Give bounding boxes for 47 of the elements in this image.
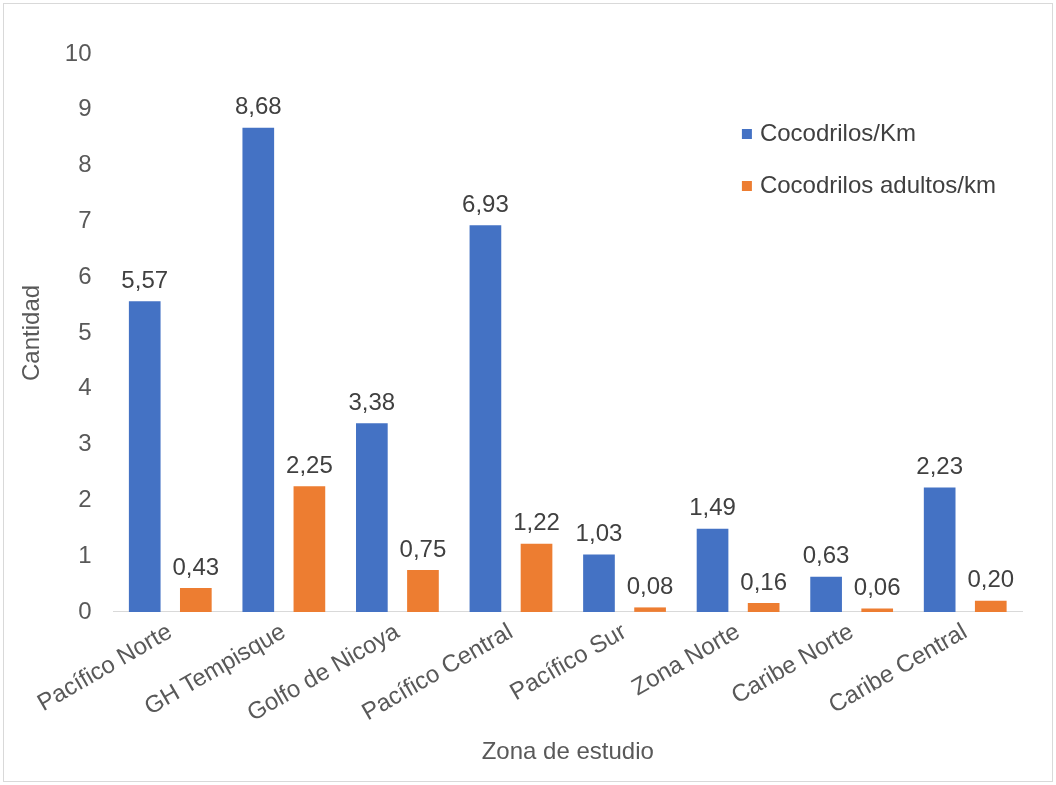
y-tick-label: 0 xyxy=(78,596,92,624)
y-tick-label: 3 xyxy=(78,429,92,457)
data-label: 1,22 xyxy=(513,508,560,536)
data-label: 2,25 xyxy=(286,450,333,478)
bar xyxy=(242,127,275,612)
bar xyxy=(128,301,161,612)
y-tick-label: 7 xyxy=(78,205,92,233)
data-label: 0,08 xyxy=(626,572,674,600)
data-label: 0,63 xyxy=(802,541,850,569)
data-label: 8,68 xyxy=(234,92,282,120)
bar xyxy=(923,487,956,612)
bar xyxy=(520,543,553,612)
y-tick-label: 8 xyxy=(78,150,92,178)
bar xyxy=(747,602,780,612)
data-label: 5,57 xyxy=(121,265,169,293)
y-tick-label: 9 xyxy=(78,94,92,122)
y-tick-label: 1 xyxy=(78,540,92,568)
data-label: 2,23 xyxy=(916,452,964,480)
bar xyxy=(179,587,212,612)
x-axis-title: Zona de estudio xyxy=(481,737,654,765)
data-label: 1,49 xyxy=(689,493,736,521)
y-tick-label: 10 xyxy=(64,38,92,66)
bar xyxy=(696,528,729,612)
bar xyxy=(974,600,1007,612)
data-label: 0,20 xyxy=(967,565,1015,593)
legend-label: Cocodrilos adultos/km xyxy=(759,170,997,198)
y-tick-label: 2 xyxy=(78,484,92,512)
data-label: 0,43 xyxy=(172,552,220,580)
y-axis-title: Cantidad xyxy=(17,284,45,381)
bar xyxy=(634,607,666,612)
bar xyxy=(356,423,388,612)
bar xyxy=(469,225,502,612)
data-label: 1,03 xyxy=(575,519,623,547)
y-tick-label: 6 xyxy=(78,261,92,289)
y-tick-label: 4 xyxy=(78,373,92,401)
data-label: 0,06 xyxy=(853,573,901,601)
y-tick-label: 5 xyxy=(78,317,92,345)
data-label: 3,38 xyxy=(348,387,396,415)
bar xyxy=(293,486,326,612)
bar xyxy=(583,554,615,612)
data-label: 6,93 xyxy=(462,189,509,217)
bar xyxy=(407,570,439,612)
data-label: 0,75 xyxy=(399,534,447,562)
data-label: 0,16 xyxy=(740,567,787,595)
bar xyxy=(810,576,842,612)
bar xyxy=(861,608,894,612)
legend-label: Cocodrilos/Km xyxy=(759,118,916,146)
